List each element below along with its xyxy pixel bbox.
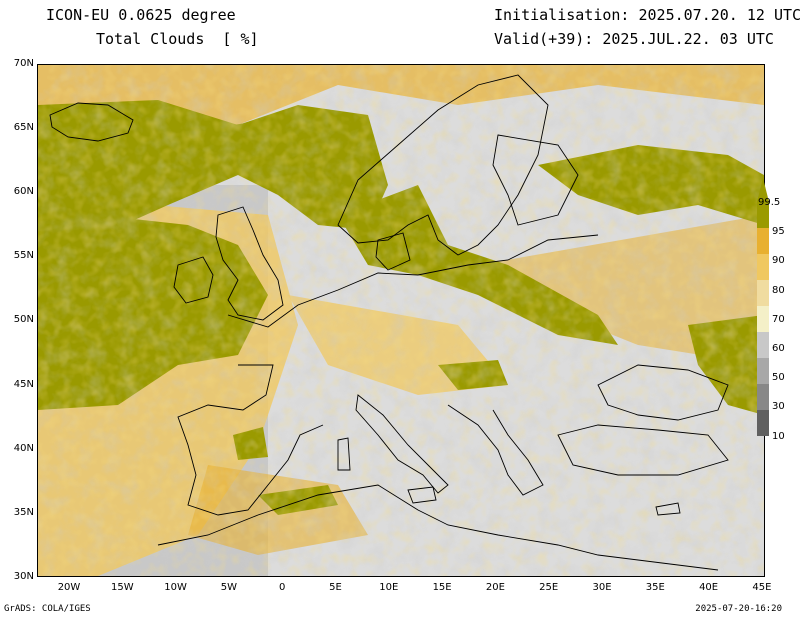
legend-arrow bbox=[757, 178, 769, 202]
lat-tick-label: 65N bbox=[13, 122, 34, 134]
footer-timestamp: 2025-07-20-16:20 bbox=[695, 604, 782, 614]
lon-tick-label: 10E bbox=[379, 582, 399, 593]
lon-tick-label: 40E bbox=[699, 582, 719, 593]
legend-label: 10 bbox=[772, 430, 785, 442]
variable-title: Total Clouds [ %] bbox=[96, 30, 259, 48]
lat-tick-label: 30N bbox=[13, 570, 34, 582]
legend-label: 30 bbox=[772, 401, 785, 413]
lat-tick-label: 35N bbox=[13, 506, 34, 518]
legend-swatch bbox=[757, 228, 769, 254]
valid-time: Valid(+39): 2025.JUL.22. 03 UTC bbox=[494, 30, 774, 48]
lon-tick-label: 45E bbox=[752, 582, 772, 593]
lon-tick-label: 0 bbox=[279, 582, 286, 593]
legend-swatch bbox=[757, 358, 769, 384]
cloud-map bbox=[37, 64, 765, 577]
legend-label: 50 bbox=[772, 372, 785, 384]
legend-label: 70 bbox=[772, 313, 785, 325]
map-canvas bbox=[38, 65, 764, 576]
legend-label: 99.5 bbox=[758, 197, 781, 208]
legend-swatch bbox=[757, 202, 769, 228]
init-time: Initialisation: 2025.07.20. 12 UTC bbox=[494, 6, 800, 24]
lon-tick-label: 25E bbox=[539, 582, 559, 593]
legend-swatch bbox=[757, 384, 769, 410]
legend-label: 60 bbox=[772, 343, 785, 354]
lon-tick-label: 20E bbox=[485, 582, 505, 593]
lon-tick-label: 15E bbox=[432, 582, 452, 593]
lat-tick-label: 55N bbox=[13, 250, 34, 262]
legend-swatch bbox=[757, 280, 769, 306]
lat-tick-label: 50N bbox=[13, 314, 34, 326]
lat-tick-label: 70N bbox=[13, 58, 34, 69]
legend-swatch bbox=[757, 254, 769, 280]
lon-tick-label: 20W bbox=[57, 582, 81, 593]
lat-tick-label: 60N bbox=[13, 186, 34, 198]
legend-label: 95 bbox=[772, 226, 785, 238]
lon-tick-label: 5E bbox=[329, 582, 342, 593]
legend-swatch bbox=[757, 332, 769, 358]
legend-label: 90 bbox=[772, 255, 785, 267]
lon-tick-label: 10W bbox=[164, 582, 187, 593]
footer-software: GrADS: COLA/IGES bbox=[4, 604, 91, 614]
lat-tick-label: 40N bbox=[13, 442, 34, 454]
lon-tick-label: 35E bbox=[645, 582, 665, 593]
legend-label: 80 bbox=[772, 284, 785, 296]
model-title: ICON-EU 0.0625 degree bbox=[46, 6, 236, 24]
legend-swatch bbox=[757, 306, 769, 332]
lon-tick-label: 30E bbox=[592, 582, 612, 593]
lon-tick-label: 5W bbox=[220, 582, 238, 593]
legend-swatch bbox=[757, 410, 769, 436]
lat-tick-label: 45N bbox=[13, 378, 34, 390]
lon-tick-label: 15W bbox=[110, 582, 134, 593]
legend-colorbar bbox=[757, 178, 769, 436]
